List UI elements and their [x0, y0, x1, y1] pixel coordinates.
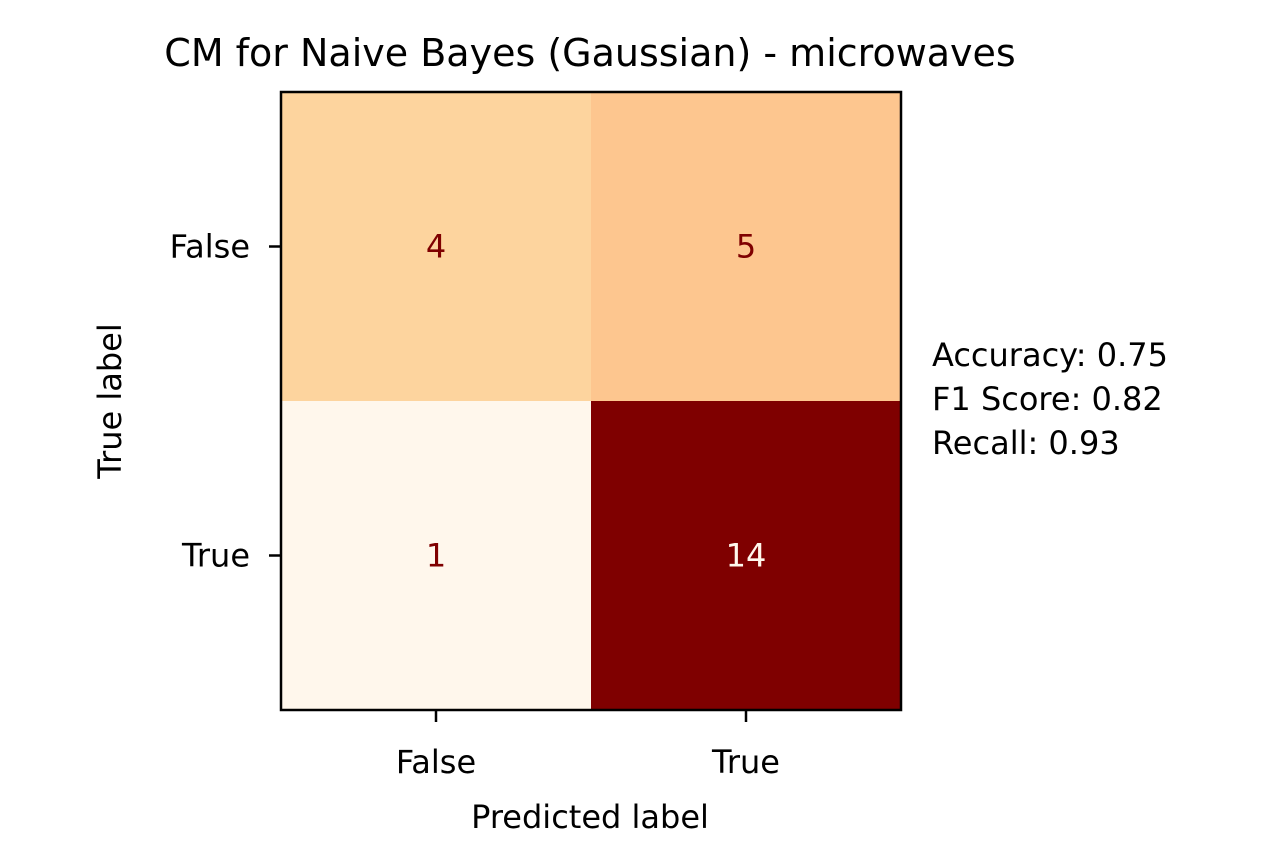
metrics-annotation: Accuracy: 0.75 F1 Score: 0.82 Recall: 0.93: [932, 336, 1168, 462]
cell-value-label: 14: [726, 537, 767, 575]
x-axis-label: Predicted label: [471, 798, 709, 836]
y-axis-ticks: False True: [170, 228, 281, 575]
metric-line: F1 Score: 0.82: [932, 380, 1163, 418]
metric-line: Accuracy: 0.75: [932, 336, 1168, 374]
cell-value-label: 5: [736, 228, 756, 266]
plot-frame: [279, 90, 903, 712]
y-tick-label: False: [170, 228, 250, 266]
matrix-cell: [591, 92, 901, 401]
matrix-cell: [281, 92, 591, 401]
chart-title: CM for Naive Bayes (Gaussian) - microwav…: [164, 31, 1015, 75]
matrix-cell: [591, 401, 901, 710]
y-axis-label: True label: [91, 323, 129, 480]
matrix-cells: 4 5 1 14: [281, 92, 901, 710]
x-axis-ticks: False True: [396, 710, 780, 781]
y-tick-label: True: [181, 537, 250, 575]
x-tick-label: True: [711, 743, 780, 781]
matrix-cell: [281, 401, 591, 710]
x-tick-label: False: [396, 743, 476, 781]
cell-value-label: 4: [426, 228, 446, 266]
metric-line: Recall: 0.93: [932, 424, 1120, 462]
cell-value-label: 1: [426, 537, 446, 575]
